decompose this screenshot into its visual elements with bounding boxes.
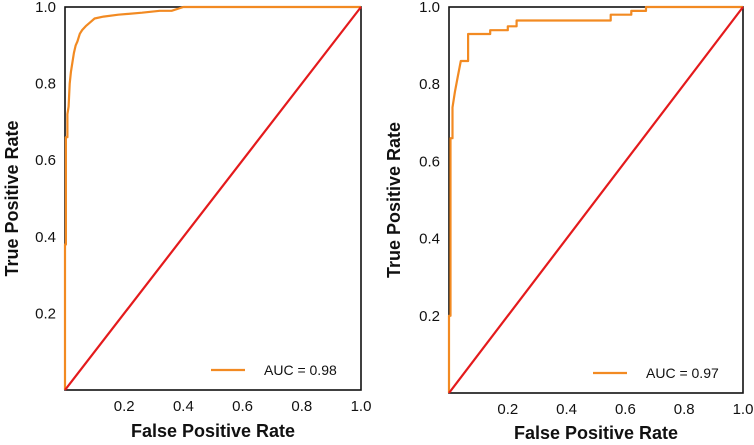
x-tick-label: 0.4 [173, 398, 194, 415]
x-axis-label: False Positive Rate [514, 423, 678, 443]
y-axis-label: True Positive Rate [2, 120, 22, 276]
roc-curve-line [447, 5, 743, 393]
plot-frame [448, 6, 744, 394]
x-axis-label: False Positive Rate [131, 421, 295, 441]
legend: AUC = 0.97 [593, 365, 719, 381]
x-tick-label: 1.0 [733, 401, 754, 418]
roc-curve-line [63, 5, 361, 390]
chance-diagonal-line [64, 6, 362, 391]
y-tick-label: 0.8 [35, 76, 56, 93]
roc-chart-2: 0.2 0.4 0.6 0.8 1.0 0.2 0.4 0.6 0.8 1.0 False Posi… [384, 0, 753, 443]
legend-label: AUC = 0.98 [264, 362, 337, 378]
y-axis-label: True Positive Rate [384, 122, 404, 278]
y-tick-label: 0.2 [35, 305, 56, 322]
y-tick-label: 0.6 [419, 153, 440, 170]
x-tick-label: 0.2 [497, 401, 518, 418]
y-tick-label: 1.0 [35, 0, 56, 16]
x-tick-label: 0.8 [674, 401, 695, 418]
y-tick-label: 0.2 [419, 308, 440, 325]
x-tick-label: 0.6 [232, 398, 253, 415]
x-tick-label: 0.8 [291, 398, 312, 415]
roc-chart-1: 0.2 0.4 0.6 0.8 1.0 0.2 0.4 0.6 0.8 1.0 False Posi… [2, 0, 371, 441]
x-tick-label: 1.0 [351, 398, 372, 415]
x-tick-label: 0.2 [114, 398, 135, 415]
y-tick-label: 0.8 [419, 76, 440, 93]
y-tick-label: 0.4 [419, 231, 440, 248]
y-tick-label: 0.6 [35, 152, 56, 169]
chance-diagonal-line [448, 6, 744, 394]
x-tick-label: 0.4 [556, 401, 577, 418]
x-tick-label: 0.6 [615, 401, 636, 418]
y-tick-label: 0.4 [35, 229, 56, 246]
legend: AUC = 0.98 [211, 362, 337, 378]
legend-label: AUC = 0.97 [646, 365, 719, 381]
y-tick-label: 1.0 [419, 0, 440, 16]
